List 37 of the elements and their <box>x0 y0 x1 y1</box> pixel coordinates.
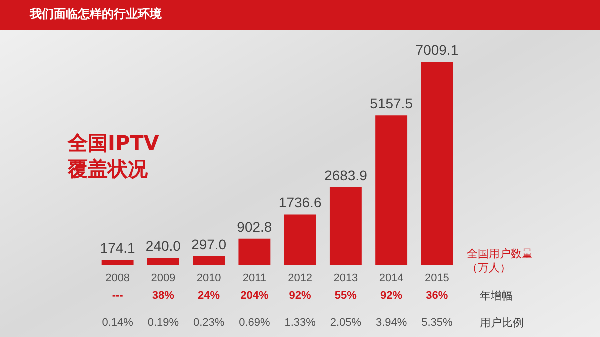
text: 5.35% <box>422 317 453 329</box>
x-tick-label: 2014 <box>379 272 404 284</box>
data-label: 902.8 <box>237 218 272 235</box>
text: 92% <box>380 290 403 302</box>
text: 204% <box>240 290 269 302</box>
x-tick-label: 2008 <box>106 272 130 284</box>
text: 0.19% <box>148 317 180 329</box>
text: 38% <box>152 290 175 302</box>
data-label: 240.0 <box>146 238 182 254</box>
y-axis-title: 全国用户数量（万人） <box>467 248 533 274</box>
text: 55% <box>334 290 358 302</box>
data-label: 174.1 <box>100 240 136 256</box>
text: 3.94% <box>376 317 408 329</box>
text: 年增幅 <box>480 290 513 302</box>
text: 用户比例 <box>480 316 524 330</box>
x-tick-label: 2012 <box>288 272 313 284</box>
x-tick-label: 2009 <box>151 272 176 284</box>
data-label: 2683.9 <box>324 167 368 184</box>
text: 24% <box>198 290 220 302</box>
data-label: 1736.6 <box>278 194 322 211</box>
text: 0.14% <box>102 317 134 329</box>
text: 2.05% <box>330 317 362 329</box>
data-label: 5157.5 <box>370 96 414 112</box>
x-tick-label: 2011 <box>242 272 267 284</box>
x-tick-label: 2010 <box>196 272 222 284</box>
x-tick-label: 2015 <box>424 272 450 284</box>
data-label: 7009.1 <box>416 42 459 58</box>
text: 0.69% <box>239 317 270 329</box>
text: 1.33% <box>284 317 316 329</box>
chart-title: 我们面临怎样的行业环境 <box>29 7 163 21</box>
text: 全国IPTV覆盖状况 <box>67 131 160 181</box>
data-label: 297.0 <box>192 236 227 252</box>
text: 92% <box>289 290 312 302</box>
text: 0.23% <box>193 317 225 329</box>
text: --- <box>112 290 124 302</box>
text: 36% <box>426 290 448 302</box>
x-tick-label: 2013 <box>334 272 358 284</box>
